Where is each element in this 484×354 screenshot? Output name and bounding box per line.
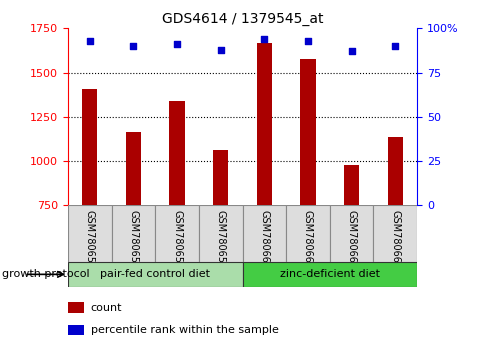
- Text: GSM780658: GSM780658: [172, 210, 182, 269]
- Text: GSM780657: GSM780657: [128, 210, 138, 269]
- Bar: [242, 205, 286, 262]
- Bar: [212, 149, 228, 205]
- Text: pair-fed control diet: pair-fed control diet: [100, 269, 210, 279]
- Point: [391, 43, 398, 49]
- Point: [303, 38, 311, 44]
- Bar: [343, 166, 359, 205]
- Point: [129, 43, 137, 49]
- Text: percentile rank within the sample: percentile rank within the sample: [91, 325, 278, 335]
- Point: [86, 38, 93, 44]
- Bar: [286, 205, 329, 262]
- Point: [173, 41, 181, 47]
- Text: GSM780663: GSM780663: [390, 210, 399, 269]
- Text: GSM780662: GSM780662: [346, 210, 356, 269]
- Title: GDS4614 / 1379545_at: GDS4614 / 1379545_at: [162, 12, 322, 26]
- Bar: [68, 302, 83, 313]
- Bar: [169, 101, 184, 205]
- Text: growth protocol: growth protocol: [2, 269, 90, 279]
- Bar: [82, 88, 97, 205]
- Bar: [68, 262, 242, 287]
- Bar: [300, 59, 315, 205]
- Point: [260, 36, 268, 42]
- Text: zinc-deficient diet: zinc-deficient diet: [279, 269, 379, 279]
- Point: [347, 48, 355, 54]
- Bar: [125, 132, 141, 205]
- Bar: [68, 205, 111, 262]
- Bar: [155, 205, 198, 262]
- Bar: [329, 205, 373, 262]
- Bar: [111, 205, 155, 262]
- Bar: [256, 44, 272, 205]
- Text: GSM780661: GSM780661: [302, 210, 312, 269]
- Bar: [373, 205, 416, 262]
- Text: GSM780656: GSM780656: [85, 210, 94, 269]
- Bar: [198, 205, 242, 262]
- Text: GSM780660: GSM780660: [259, 210, 269, 269]
- Bar: [242, 262, 416, 287]
- Bar: [387, 137, 402, 205]
- Point: [216, 47, 224, 52]
- Bar: [68, 325, 83, 336]
- Text: count: count: [91, 303, 122, 313]
- Text: GSM780659: GSM780659: [215, 210, 225, 269]
